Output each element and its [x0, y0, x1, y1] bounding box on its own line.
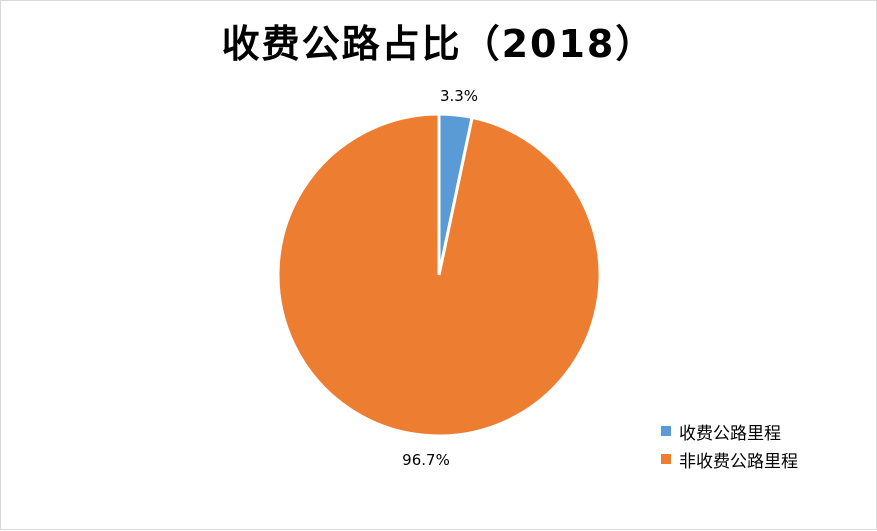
legend-label-non-toll: 非收费公路里程	[679, 451, 798, 472]
data-label-non-toll: 96.7%	[402, 451, 450, 469]
legend-item-toll: 收费公路里程	[661, 417, 798, 445]
legend: 收费公路里程 非收费公路里程	[661, 417, 798, 473]
legend-swatch-non-toll	[661, 454, 671, 464]
pie-slice-non-toll	[276, 112, 602, 438]
legend-item-non-toll: 非收费公路里程	[661, 445, 798, 473]
legend-label-toll: 收费公路里程	[679, 423, 781, 444]
legend-swatch-toll	[661, 426, 671, 436]
chart-title: 收费公路占比（2018）	[221, 22, 656, 66]
data-label-toll: 3.3%	[440, 87, 478, 105]
